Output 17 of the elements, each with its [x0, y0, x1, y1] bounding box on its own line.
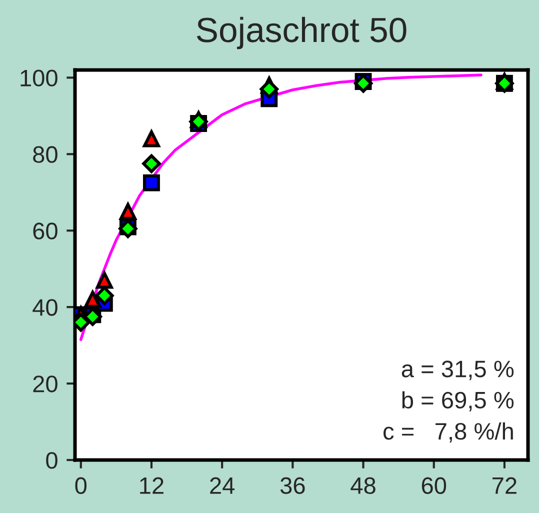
x-tick-label: 12 [140, 477, 164, 494]
y-tick-label: 20 [33, 376, 58, 392]
y-tick-label: 60 [33, 222, 58, 240]
annotation: c = 7,8 %/h [384, 422, 513, 443]
chart-title: Sojaschrot 50 [196, 16, 406, 50]
y-tick-label: 0 [46, 452, 58, 469]
annotation: a = 31,5 % [402, 360, 514, 380]
x-tick-label: 36 [280, 477, 305, 494]
annotation: b = 69,5 % [402, 391, 514, 412]
x-tick-label: 72 [492, 477, 516, 494]
x-tick-label: 0 [75, 477, 87, 494]
x-tick-label: 24 [210, 477, 235, 494]
y-tick-label: 40 [32, 299, 58, 316]
y-tick-label: 100 [20, 70, 58, 86]
x-tick-label: 48 [350, 477, 376, 494]
x-tick-label: 60 [422, 477, 446, 494]
y-tick-label: 80 [33, 146, 58, 163]
